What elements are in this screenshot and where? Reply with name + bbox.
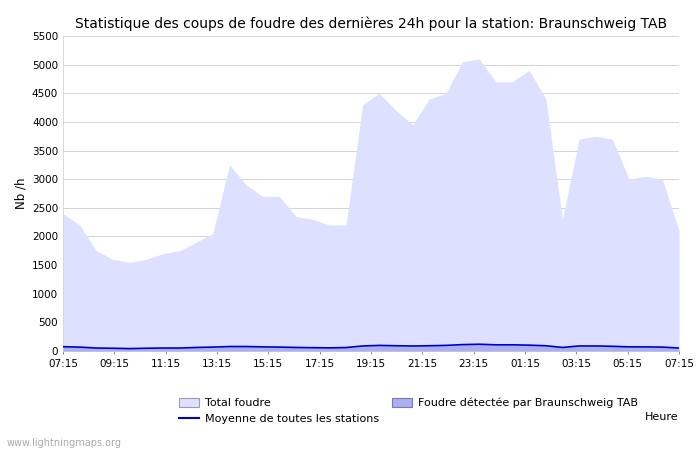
Y-axis label: Nb /h: Nb /h — [15, 178, 28, 209]
Legend: Total foudre, Moyenne de toutes les stations, Foudre détectée par Braunschweig T: Total foudre, Moyenne de toutes les stat… — [179, 397, 638, 424]
Text: Heure: Heure — [645, 412, 679, 422]
Title: Statistique des coups de foudre des dernières 24h pour la station: Braunschweig : Statistique des coups de foudre des dern… — [75, 16, 667, 31]
Text: www.lightningmaps.org: www.lightningmaps.org — [7, 438, 122, 448]
